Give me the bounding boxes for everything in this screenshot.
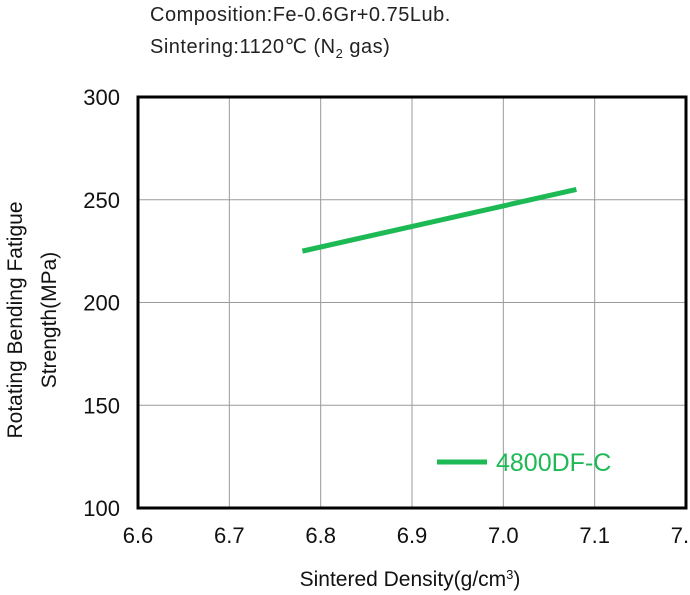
x-axis-title-end: ) — [513, 568, 520, 591]
x-tick-label: 7.1 — [579, 523, 610, 548]
legend: 4800DF-C — [437, 449, 611, 477]
y-axis-title-line-2: Strength(MPa) — [38, 252, 61, 389]
y-axis-title-line-1: Rotating Bending Fatigue — [4, 202, 27, 439]
series-line-4800df-c — [301, 187, 577, 254]
legend-label-4800df-c: 4800DF-C — [496, 449, 611, 477]
x-tick-label: 6.8 — [305, 523, 336, 548]
plot-frame — [136, 95, 688, 510]
x-tick-label: 7.0 — [488, 523, 519, 548]
series-layer — [301, 187, 577, 254]
x-tick-label: 6.9 — [397, 523, 428, 548]
sintering-note-suffix: gas) — [343, 36, 391, 58]
y-tick-label: 200 — [83, 291, 120, 316]
y-tick-label: 250 — [83, 188, 120, 213]
x-tick-label: 6.6 — [123, 523, 154, 548]
x-axis-title-main: Sintered Density(g/cm — [300, 568, 507, 591]
x-tick-label: 6.7 — [214, 523, 245, 548]
x-tick-labels: 6.6 6.7 6.8 6.9 7.0 7.1 7.2 — [123, 523, 690, 548]
x-axis-title-sup: 3 — [506, 567, 513, 582]
x-tick-label: 7.2 — [671, 523, 690, 548]
sintering-note: Sintering:1120℃ (N2 gas) — [150, 34, 390, 61]
composition-note: Composition:Fe-0.6Gr+0.75Lub. — [150, 4, 451, 26]
sintering-note-prefix: Sintering:1120℃ (N — [150, 36, 336, 58]
y-tick-label: 100 — [83, 496, 120, 521]
x-axis-title: Sintered Density(g/cm3) — [300, 567, 521, 592]
sintering-note-subscript: 2 — [335, 46, 344, 61]
y-tick-label: 150 — [83, 393, 120, 418]
y-tick-labels: 100 150 200 250 300 — [83, 85, 120, 521]
grid-lines — [138, 97, 686, 508]
y-tick-label: 300 — [83, 85, 120, 110]
